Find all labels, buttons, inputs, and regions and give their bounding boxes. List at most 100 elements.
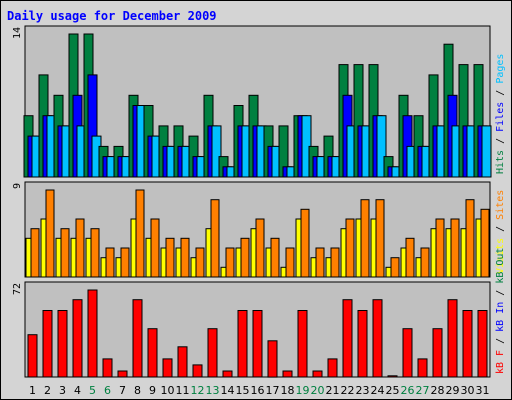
x-tick-label-28: 28 (431, 384, 445, 397)
bar-kb-f-2 (42, 310, 53, 378)
bar-kb-f-22 (342, 299, 353, 378)
bar-kb-f-23 (357, 310, 368, 378)
x-tick-label-1: 1 (29, 384, 36, 397)
x-tick-label-7: 7 (119, 384, 126, 397)
legend-entry-kbytes-1: / (495, 332, 506, 350)
bar-kb-f-13 (207, 328, 218, 378)
x-tick-label-21: 21 (326, 384, 340, 397)
bar-sites-26 (405, 237, 415, 278)
bar-sites-16 (255, 218, 265, 278)
x-tick-label-9: 9 (149, 384, 156, 397)
bar-kb-f-3 (57, 310, 68, 378)
x-tick-label-5: 5 (89, 384, 96, 397)
bar-sites-10 (165, 237, 175, 278)
bar-sites-11 (180, 237, 190, 278)
bar-sites-14 (225, 247, 235, 278)
x-tick-label-31: 31 (476, 384, 490, 397)
chart-title: Daily usage for December 2009 (7, 9, 217, 23)
bar-kb-f-9 (147, 328, 158, 378)
bar-sites-25 (390, 257, 400, 278)
legend-entry-requests-0: Hits (495, 150, 506, 174)
bar-sites-5 (90, 228, 100, 278)
bar-kb-f-4 (72, 299, 83, 378)
bar-kb-f-11 (177, 346, 188, 378)
bar-kb-f-18 (282, 370, 293, 378)
bar-kb-f-31 (477, 310, 488, 378)
bar-kb-f-1 (27, 334, 38, 378)
bar-sites-6 (105, 247, 115, 278)
bar-kb-f-5 (87, 289, 98, 378)
x-tick-label-18: 18 (281, 384, 295, 397)
bar-sites-27 (420, 247, 430, 278)
bar-sites-2 (45, 189, 55, 278)
bar-kb-f-20 (312, 370, 323, 378)
bar-sites-3 (60, 228, 70, 278)
bar-sites-21 (330, 247, 340, 278)
x-tick-label-24: 24 (371, 384, 385, 397)
x-tick-label-3: 3 (59, 384, 66, 397)
panel-visitors-ymax-label: 9 (12, 183, 23, 189)
legend-entry-visitors-2: Sites (495, 190, 506, 220)
x-tick-label-13: 13 (206, 384, 220, 397)
legend-entry-requests-1: / (495, 132, 506, 150)
bar-sites-13 (210, 199, 220, 278)
bar-sites-12 (195, 247, 205, 278)
x-tick-label-30: 30 (461, 384, 475, 397)
bar-kb-f-17 (267, 340, 278, 378)
bar-sites-20 (315, 247, 325, 278)
x-tick-label-16: 16 (251, 384, 265, 397)
x-tick-label-20: 20 (311, 384, 325, 397)
bar-kb-f-8 (132, 299, 143, 378)
bar-sites-31 (480, 208, 490, 278)
x-tick-label-14: 14 (221, 384, 235, 397)
bar-kb-f-6 (102, 358, 113, 378)
bar-sites-17 (270, 237, 280, 278)
x-tick-label-23: 23 (356, 384, 370, 397)
bar-sites-19 (300, 208, 310, 278)
legend-entry-requests-2: Files (495, 102, 506, 132)
bar-pages-13 (211, 125, 222, 178)
legend-entry-kbytes-2: kB In (495, 302, 506, 332)
legend-entry-kbytes-4: kB Out (495, 248, 506, 284)
panel-requests-ymax-label: 14 (12, 27, 23, 39)
panel-kbytes-ymax-label: 72 (12, 283, 23, 295)
bar-pages-24 (376, 115, 387, 178)
x-tick-label-8: 8 (134, 384, 141, 397)
bar-kb-f-15 (237, 310, 248, 378)
x-tick-label-12: 12 (191, 384, 205, 397)
x-tick-label-6: 6 (104, 384, 111, 397)
bar-kb-f-25 (387, 375, 398, 378)
bar-kb-f-7 (117, 370, 128, 378)
legend-entry-requests-3: / (495, 84, 506, 102)
panel-kbytes-legend: kB F / kB In / kB Out (495, 248, 506, 374)
bar-kb-f-19 (297, 310, 308, 378)
bar-kb-f-29 (447, 299, 458, 378)
x-tick-label-25: 25 (386, 384, 400, 397)
bar-kb-f-27 (417, 358, 428, 378)
bar-sites-29 (450, 218, 460, 278)
legend-entry-visitors-1: / (495, 220, 506, 238)
bar-sites-18 (285, 247, 295, 278)
panel-visitors-legend: Visits / Sites (495, 190, 506, 274)
x-tick-label-29: 29 (446, 384, 460, 397)
x-tick-label-26: 26 (401, 384, 415, 397)
bar-kb-f-24 (372, 299, 383, 378)
bar-pages-31 (481, 125, 492, 178)
bar-sites-4 (75, 218, 85, 278)
bar-kb-f-16 (252, 310, 263, 378)
legend-entry-kbytes-0: kB F (495, 350, 506, 374)
panel-requests-legend: Hits / Files / Pages (495, 54, 506, 174)
legend-entry-visitors-0: Visits (495, 238, 506, 274)
bar-sites-15 (240, 237, 250, 278)
x-tick-label-19: 19 (296, 384, 310, 397)
bar-kb-f-14 (222, 370, 233, 378)
x-tick-label-15: 15 (236, 384, 250, 397)
bar-sites-8 (135, 189, 145, 278)
bar-sites-24 (375, 199, 385, 278)
x-tick-label-2: 2 (44, 384, 51, 397)
bar-kb-f-10 (162, 358, 173, 378)
bar-sites-28 (435, 218, 445, 278)
bar-sites-22 (345, 218, 355, 278)
